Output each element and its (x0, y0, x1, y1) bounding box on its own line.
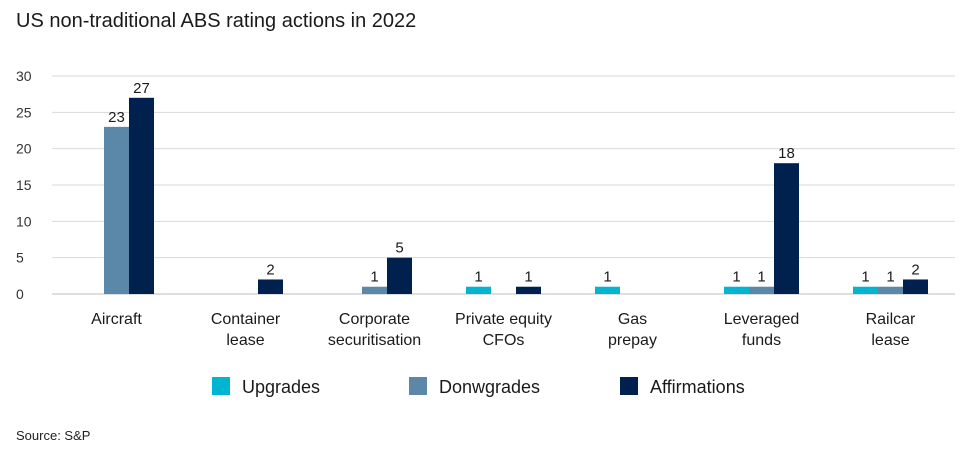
legend-label: Affirmations (650, 377, 745, 397)
gridlines (52, 75, 955, 295)
category-label: Container (211, 311, 281, 328)
data-label: 1 (757, 269, 765, 286)
legend-swatch-upgrades (212, 377, 230, 395)
y-axis-ticks: 0 5 10 15 20 25 30 (16, 68, 32, 302)
legend-label: Upgrades (242, 377, 320, 397)
bars (104, 97, 928, 294)
bar-affirmations (774, 163, 799, 294)
data-label: 2 (911, 261, 919, 278)
source-note: Source: S&P (16, 428, 91, 443)
y-tick-label: 10 (16, 213, 32, 229)
bar-affirmations (516, 286, 541, 294)
bar-upgrades (595, 286, 620, 294)
bar-affirmations (387, 257, 412, 294)
data-label: 1 (524, 269, 532, 286)
bar-donwgrades (749, 286, 774, 294)
y-tick-label: 30 (16, 68, 32, 84)
bar-affirmations (258, 279, 283, 294)
category-label: CFOs (483, 332, 525, 349)
chart-title: US non-traditional ABS rating actions in… (16, 10, 417, 32)
bar-donwgrades (104, 126, 129, 294)
data-label: 5 (395, 240, 403, 257)
category-label: securitisation (328, 332, 421, 349)
category-label: Private equity (455, 311, 552, 328)
bar-upgrades (853, 286, 878, 294)
legend-label: Donwgrades (439, 377, 540, 397)
bar-upgrades (466, 286, 491, 294)
bar-donwgrades (878, 286, 903, 294)
data-label: 2 (266, 261, 274, 278)
y-tick-label: 0 (16, 286, 24, 302)
data-label: 1 (732, 269, 740, 286)
category-label: lease (226, 332, 264, 349)
y-tick-label: 5 (16, 250, 24, 266)
legend: Upgrades Donwgrades Affirmations (212, 377, 745, 397)
category-label: Aircraft (91, 311, 142, 328)
category-label: lease (871, 332, 909, 349)
bar-affirmations (903, 279, 928, 294)
data-label: 27 (133, 80, 150, 97)
y-tick-label: 15 (16, 177, 32, 193)
y-tick-label: 20 (16, 141, 32, 157)
bar-affirmations (129, 97, 154, 294)
data-label: 1 (370, 269, 378, 286)
data-label: 1 (886, 269, 894, 286)
data-label: 23 (108, 109, 125, 126)
category-label: Leveraged (724, 311, 800, 328)
x-axis-categories: Aircraft Container lease Corporate securitis… (91, 311, 916, 349)
bar-donwgrades (362, 286, 387, 294)
data-label: 1 (474, 269, 482, 286)
legend-swatch-affirmations (620, 377, 638, 395)
category-label: Corporate (339, 311, 410, 328)
category-label: prepay (608, 332, 657, 349)
data-label: 1 (861, 269, 869, 286)
data-label: 18 (778, 145, 795, 162)
data-label: 1 (603, 269, 611, 286)
category-label: funds (742, 332, 781, 349)
bar-upgrades (724, 286, 749, 294)
y-tick-label: 25 (16, 104, 32, 120)
category-label: Railcar (866, 311, 916, 328)
category-label: Gas (618, 311, 647, 328)
legend-swatch-donwgrades (409, 377, 427, 395)
